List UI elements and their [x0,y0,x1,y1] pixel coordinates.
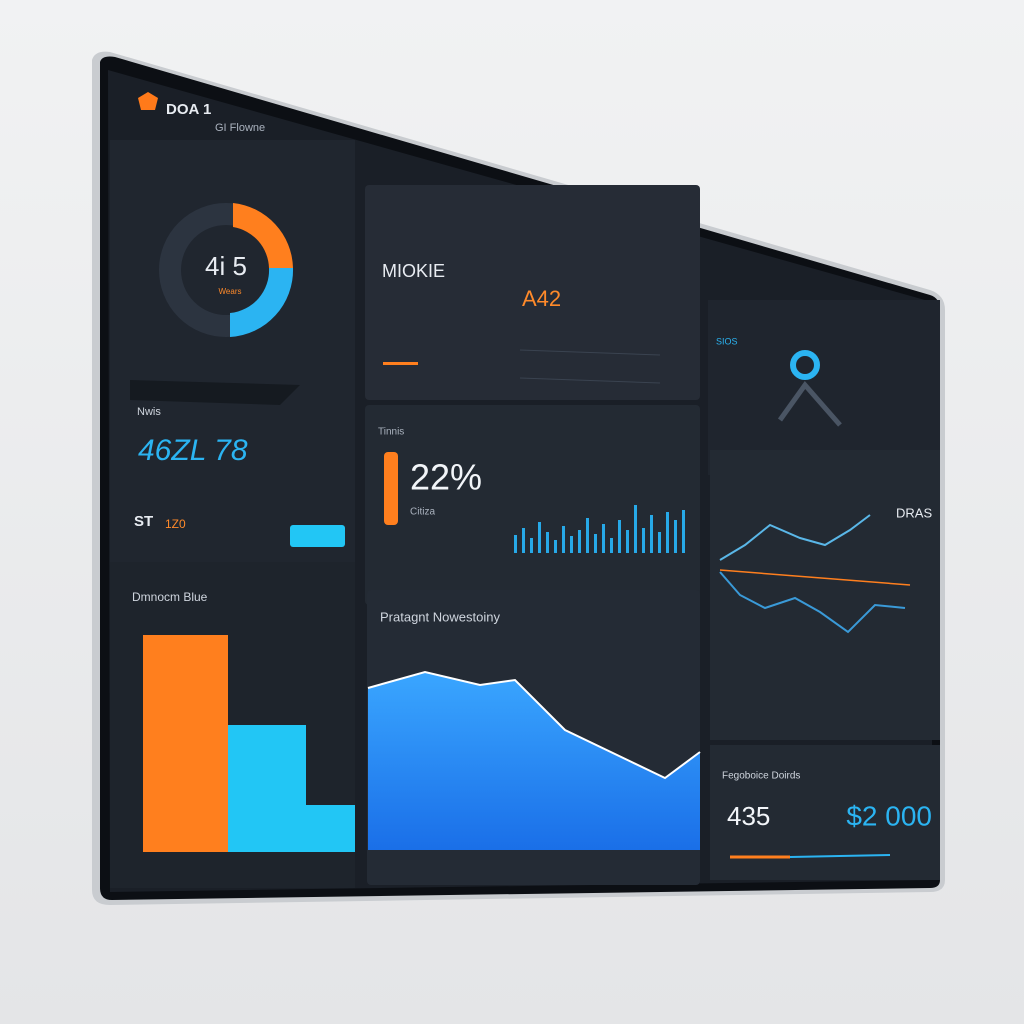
underline [383,362,418,365]
panel-title: Pratagnt Nowestoiny [380,609,500,624]
panel [365,405,700,605]
trend-line [719,514,871,561]
bar [228,725,306,852]
kpi-note: ST [134,513,153,530]
bar [306,805,355,852]
divider [519,349,661,356]
ring [790,350,820,380]
panel [710,450,940,740]
panel-title: Dmnocm Blue [132,590,208,604]
card-title: MIOKIE [382,261,445,281]
decor [777,380,842,427]
area-line [367,670,701,780]
card-caption: Citiza [410,507,435,518]
decor [130,380,300,405]
trend-line [719,569,911,586]
mini-bars [514,505,685,553]
card-value: 22% [410,457,482,498]
total-value: 435 [727,801,770,831]
card-value: A42 [522,286,561,311]
divider [519,377,661,384]
card-label: Tinnis [378,427,404,438]
card-title: DRAS [896,505,932,520]
donut-segment [233,203,293,268]
action-button[interactable] [290,525,345,547]
kpi-value: 46ZL 78 [138,434,248,467]
donut-value: 4i 5 [205,251,247,281]
logo-icon [138,92,158,110]
donut-label: Wears [219,287,242,296]
area [368,672,700,850]
card-title: SIOS [716,336,738,346]
panel [708,300,940,475]
total-value: $2 000 [846,800,932,831]
donut-segment [230,268,294,337]
header-subtitle: GI Flowne [215,122,265,134]
panel [365,185,700,400]
accent-bar [384,452,398,525]
progress [789,854,891,858]
panel-title: Fegoboice Doirds [722,771,800,782]
bar [143,635,228,852]
kpi-note-value: 1Z0 [165,517,186,531]
logo-text: DOA 1 [166,101,211,118]
trend-line [719,571,906,634]
kpi-label: Nwis [137,406,161,418]
